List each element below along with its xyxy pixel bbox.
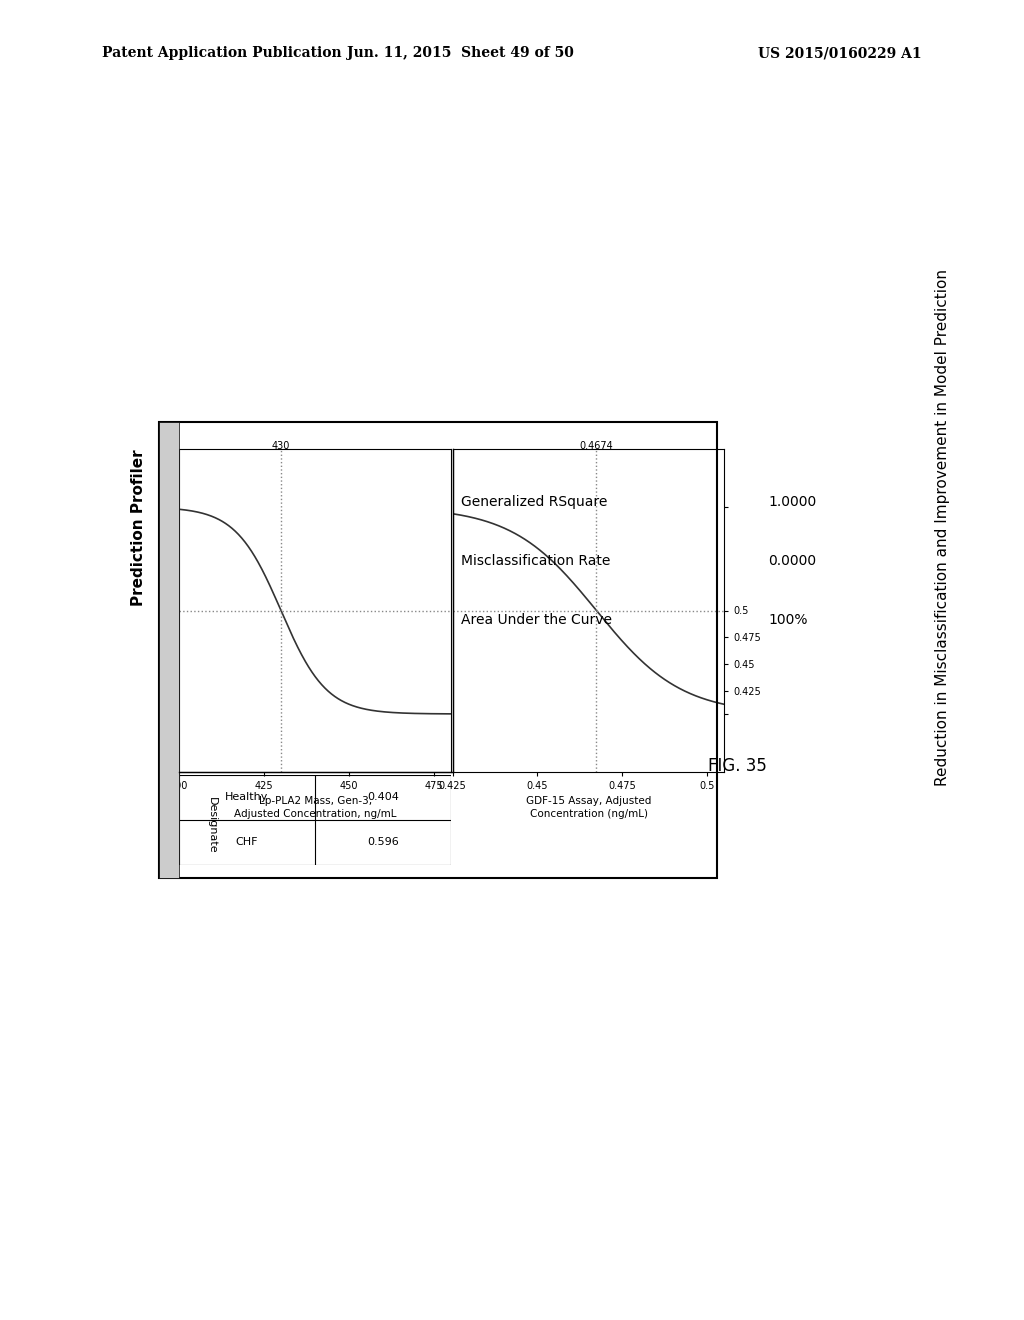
Text: 1.0000: 1.0000: [768, 495, 816, 508]
Text: GDF-15 Assay, Adjusted: GDF-15 Assay, Adjusted: [526, 796, 651, 807]
Text: Prediction Profiler: Prediction Profiler: [131, 450, 145, 606]
Text: 100%: 100%: [768, 614, 808, 627]
Text: Area Under the Curve: Area Under the Curve: [461, 614, 611, 627]
Text: Adjusted Concentration, ng/mL: Adjusted Concentration, ng/mL: [234, 809, 396, 820]
Text: 0.0000: 0.0000: [768, 554, 816, 568]
Text: Designate: Designate: [207, 797, 217, 853]
Text: 0.596: 0.596: [367, 837, 398, 847]
Text: Generalized RSquare: Generalized RSquare: [461, 495, 607, 508]
Text: Jun. 11, 2015  Sheet 49 of 50: Jun. 11, 2015 Sheet 49 of 50: [347, 46, 574, 61]
Text: Lp-PLA2 Mass, Gen-3,: Lp-PLA2 Mass, Gen-3,: [259, 796, 372, 807]
Text: Misclassification Rate: Misclassification Rate: [461, 554, 610, 568]
Text: 430: 430: [271, 441, 290, 451]
Text: Healthy: Healthy: [225, 792, 268, 803]
Text: FIG. 35: FIG. 35: [708, 756, 767, 775]
Text: Reduction in Misclassification and Improvement in Model Prediction: Reduction in Misclassification and Impro…: [935, 269, 949, 787]
Text: CHF: CHF: [236, 837, 258, 847]
Text: 0.4674: 0.4674: [580, 441, 613, 451]
Text: US 2015/0160229 A1: US 2015/0160229 A1: [758, 46, 922, 61]
Text: 0.404: 0.404: [367, 792, 398, 803]
Text: Patent Application Publication: Patent Application Publication: [102, 46, 342, 61]
Text: Concentration (ng/mL): Concentration (ng/mL): [529, 809, 648, 820]
